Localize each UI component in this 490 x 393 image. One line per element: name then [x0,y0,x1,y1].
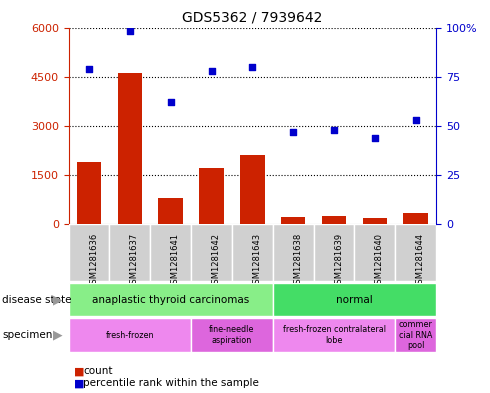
Text: ■: ■ [74,366,84,376]
Point [330,127,338,133]
Text: percentile rank within the sample: percentile rank within the sample [83,378,259,388]
Text: normal: normal [336,295,373,305]
Point [85,66,93,72]
Text: GSM1281640: GSM1281640 [375,233,384,288]
Text: ▶: ▶ [53,329,63,342]
Text: disease state: disease state [2,295,72,305]
Text: GSM1281638: GSM1281638 [293,233,302,289]
Bar [322,217,346,224]
Text: GSM1281643: GSM1281643 [252,233,261,289]
Point [412,117,419,123]
Point [208,68,216,74]
Point [371,134,379,141]
Bar [395,224,436,281]
Bar [240,155,265,224]
Point [126,28,134,35]
Text: GSM1281636: GSM1281636 [89,233,98,289]
Bar [314,224,354,281]
Bar [150,224,191,281]
Point [248,64,256,70]
Text: GSM1281637: GSM1281637 [130,233,139,289]
Text: GSM1281644: GSM1281644 [416,233,425,288]
Text: GSM1281639: GSM1281639 [334,233,343,289]
Bar [109,224,150,281]
Text: ■: ■ [74,378,84,388]
Bar [158,198,183,224]
Bar [273,224,314,281]
Bar [281,217,305,224]
Text: fine-needle
aspiration: fine-needle aspiration [209,325,255,345]
Bar [191,318,273,352]
Text: specimen: specimen [2,330,53,340]
Title: GDS5362 / 7939642: GDS5362 / 7939642 [182,11,322,25]
Bar [69,283,273,316]
Bar [403,213,428,224]
Text: GSM1281641: GSM1281641 [171,233,180,288]
Bar [354,224,395,281]
Bar [232,224,273,281]
Text: fresh-frozen: fresh-frozen [106,331,154,340]
Bar [191,224,232,281]
Bar [69,224,109,281]
Bar [363,218,387,224]
Text: commer
cial RNA
pool: commer cial RNA pool [399,320,433,350]
Bar [77,162,101,224]
Point [289,129,297,135]
Text: ▶: ▶ [53,293,63,306]
Text: count: count [83,366,113,376]
Bar [199,168,224,224]
Bar [395,318,436,352]
Text: fresh-frozen contralateral
lobe: fresh-frozen contralateral lobe [283,325,386,345]
Point [167,99,174,105]
Bar [69,318,191,352]
Bar [273,283,436,316]
Text: GSM1281642: GSM1281642 [212,233,220,288]
Bar [118,73,142,224]
Text: anaplastic thyroid carcinomas: anaplastic thyroid carcinomas [92,295,249,305]
Bar [273,318,395,352]
